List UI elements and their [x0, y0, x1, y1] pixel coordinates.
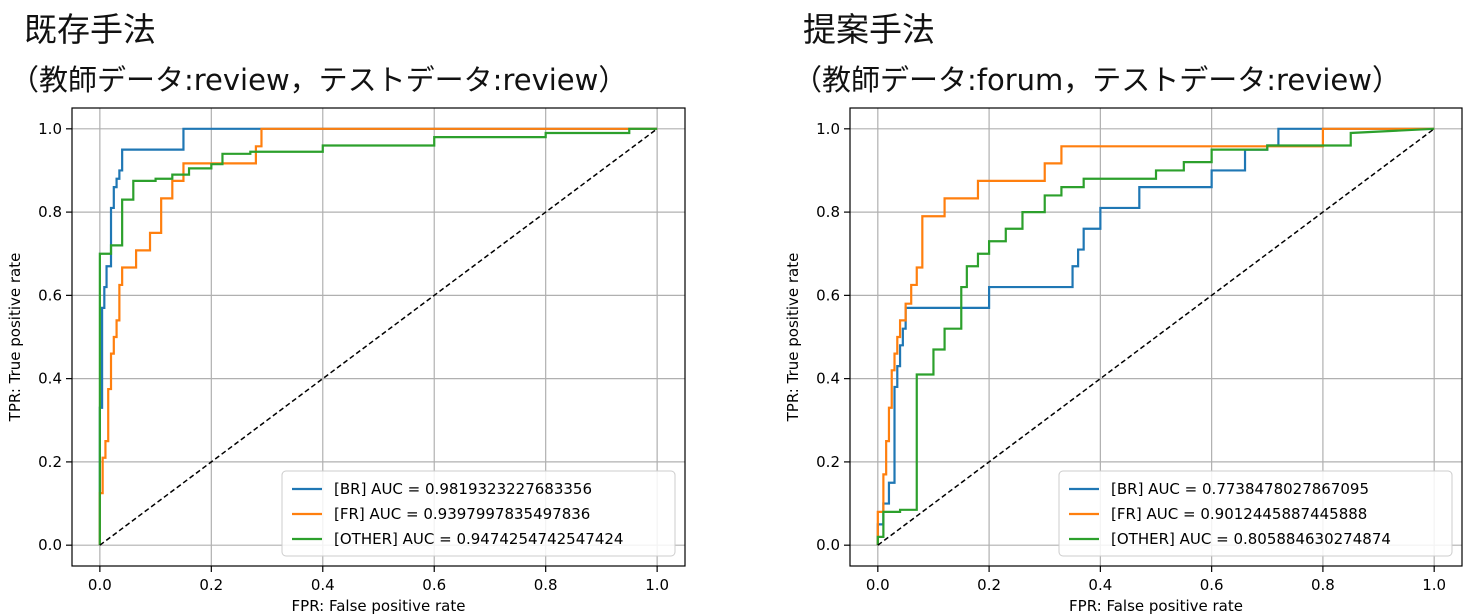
left-chart-subtitle: （教師データ:review，テストデータ:review） [10, 63, 628, 97]
right-y-tick-label: 0.2 [816, 453, 840, 471]
left-series-line-other [98, 127, 658, 546]
right-x-tick-label: 0.4 [1088, 576, 1112, 594]
left-chart: 0.0 0.2 0.4 0.6 0.8 1.0 0.0 0.2 0.4 0.6 0.8 1.0 FPR:… [6, 107, 686, 615]
right-chart: 0.0 0.2 0.4 0.6 0.8 1.0 0.0 0.2 0.4 0.6 0.8 1.0 FPR:… [784, 107, 1463, 615]
right-y-tick-label: 0.6 [816, 286, 840, 304]
right-chart-subtitle: （教師データ:forum，テストデータ:review） [793, 63, 1401, 97]
right-legend-label: [OTHER] AUC = 0.805884630274874 [1111, 530, 1391, 548]
left-legend-label: [FR] AUC = 0.9397997835497836 [334, 505, 590, 523]
left-chance-diagonal-line [99, 128, 658, 546]
right-legend: [BR] AUC = 0.7738478027867095 [FR] AUC = … [1058, 470, 1453, 557]
left-x-tick-label: 1.0 [645, 576, 669, 594]
right-y-tick-label: 1.0 [816, 120, 840, 138]
left-legend-label: [BR] AUC = 0.9819323227683356 [334, 480, 592, 498]
right-legend-box [1058, 470, 1453, 557]
right-y-tick-label: 0.0 [816, 536, 840, 554]
right-series-line-br [876, 127, 1435, 546]
left-x-tick-label: 0.6 [422, 576, 446, 594]
left-x-tick-label: 0.0 [88, 576, 112, 594]
right-plot-frame [849, 107, 1463, 567]
left-series-line-br [98, 127, 658, 546]
left-plot-frame [71, 107, 686, 567]
right-legend-label: [FR] AUC = 0.9012445887445888 [1111, 505, 1367, 523]
left-y-tick-label: 0.6 [38, 286, 62, 304]
left-y-tick-label: 1.0 [38, 120, 62, 138]
right-series-line-other [876, 127, 1435, 546]
right-x-tick-label: 0.0 [866, 576, 890, 594]
right-y-tick-label: 0.8 [816, 203, 840, 221]
right-chance-diagonal-line [877, 128, 1435, 546]
left-x-tick-label: 0.8 [534, 576, 558, 594]
left-x-tick-label: 0.4 [311, 576, 335, 594]
left-x-tick-label: 0.2 [199, 576, 223, 594]
right-x-axis-label: FPR: False positive rate [1069, 597, 1243, 615]
left-legend: [BR] AUC = 0.9819323227683356 [FR] AUC = … [281, 470, 676, 557]
left-y-tick-label: 0.4 [38, 370, 62, 388]
right-x-tick-label: 0.2 [977, 576, 1001, 594]
left-y-tick-label: 0.2 [38, 453, 62, 471]
right-x-tick-label: 0.6 [1200, 576, 1224, 594]
right-legend-label: [BR] AUC = 0.7738478027867095 [1111, 480, 1369, 498]
right-x-tick-label: 0.8 [1311, 576, 1335, 594]
left-y-axis-label: TPR: True positive rate [6, 253, 24, 423]
left-x-axis-label: FPR: False positive rate [292, 597, 466, 615]
left-legend-label: [OTHER] AUC = 0.9474254742547424 [334, 530, 623, 548]
left-series-line-fr [98, 127, 658, 546]
right-x-tick-label: 1.0 [1422, 576, 1446, 594]
left-chart-title: 既存手法 [24, 10, 156, 49]
right-series-line-fr [876, 127, 1435, 546]
right-chart-title: 提案手法 [803, 10, 935, 49]
left-y-tick-label: 0.8 [38, 203, 62, 221]
right-y-tick-label: 0.4 [816, 370, 840, 388]
left-y-tick-label: 0.0 [38, 536, 62, 554]
left-legend-box [281, 470, 676, 557]
right-y-axis-label: TPR: True positive rate [784, 253, 802, 423]
